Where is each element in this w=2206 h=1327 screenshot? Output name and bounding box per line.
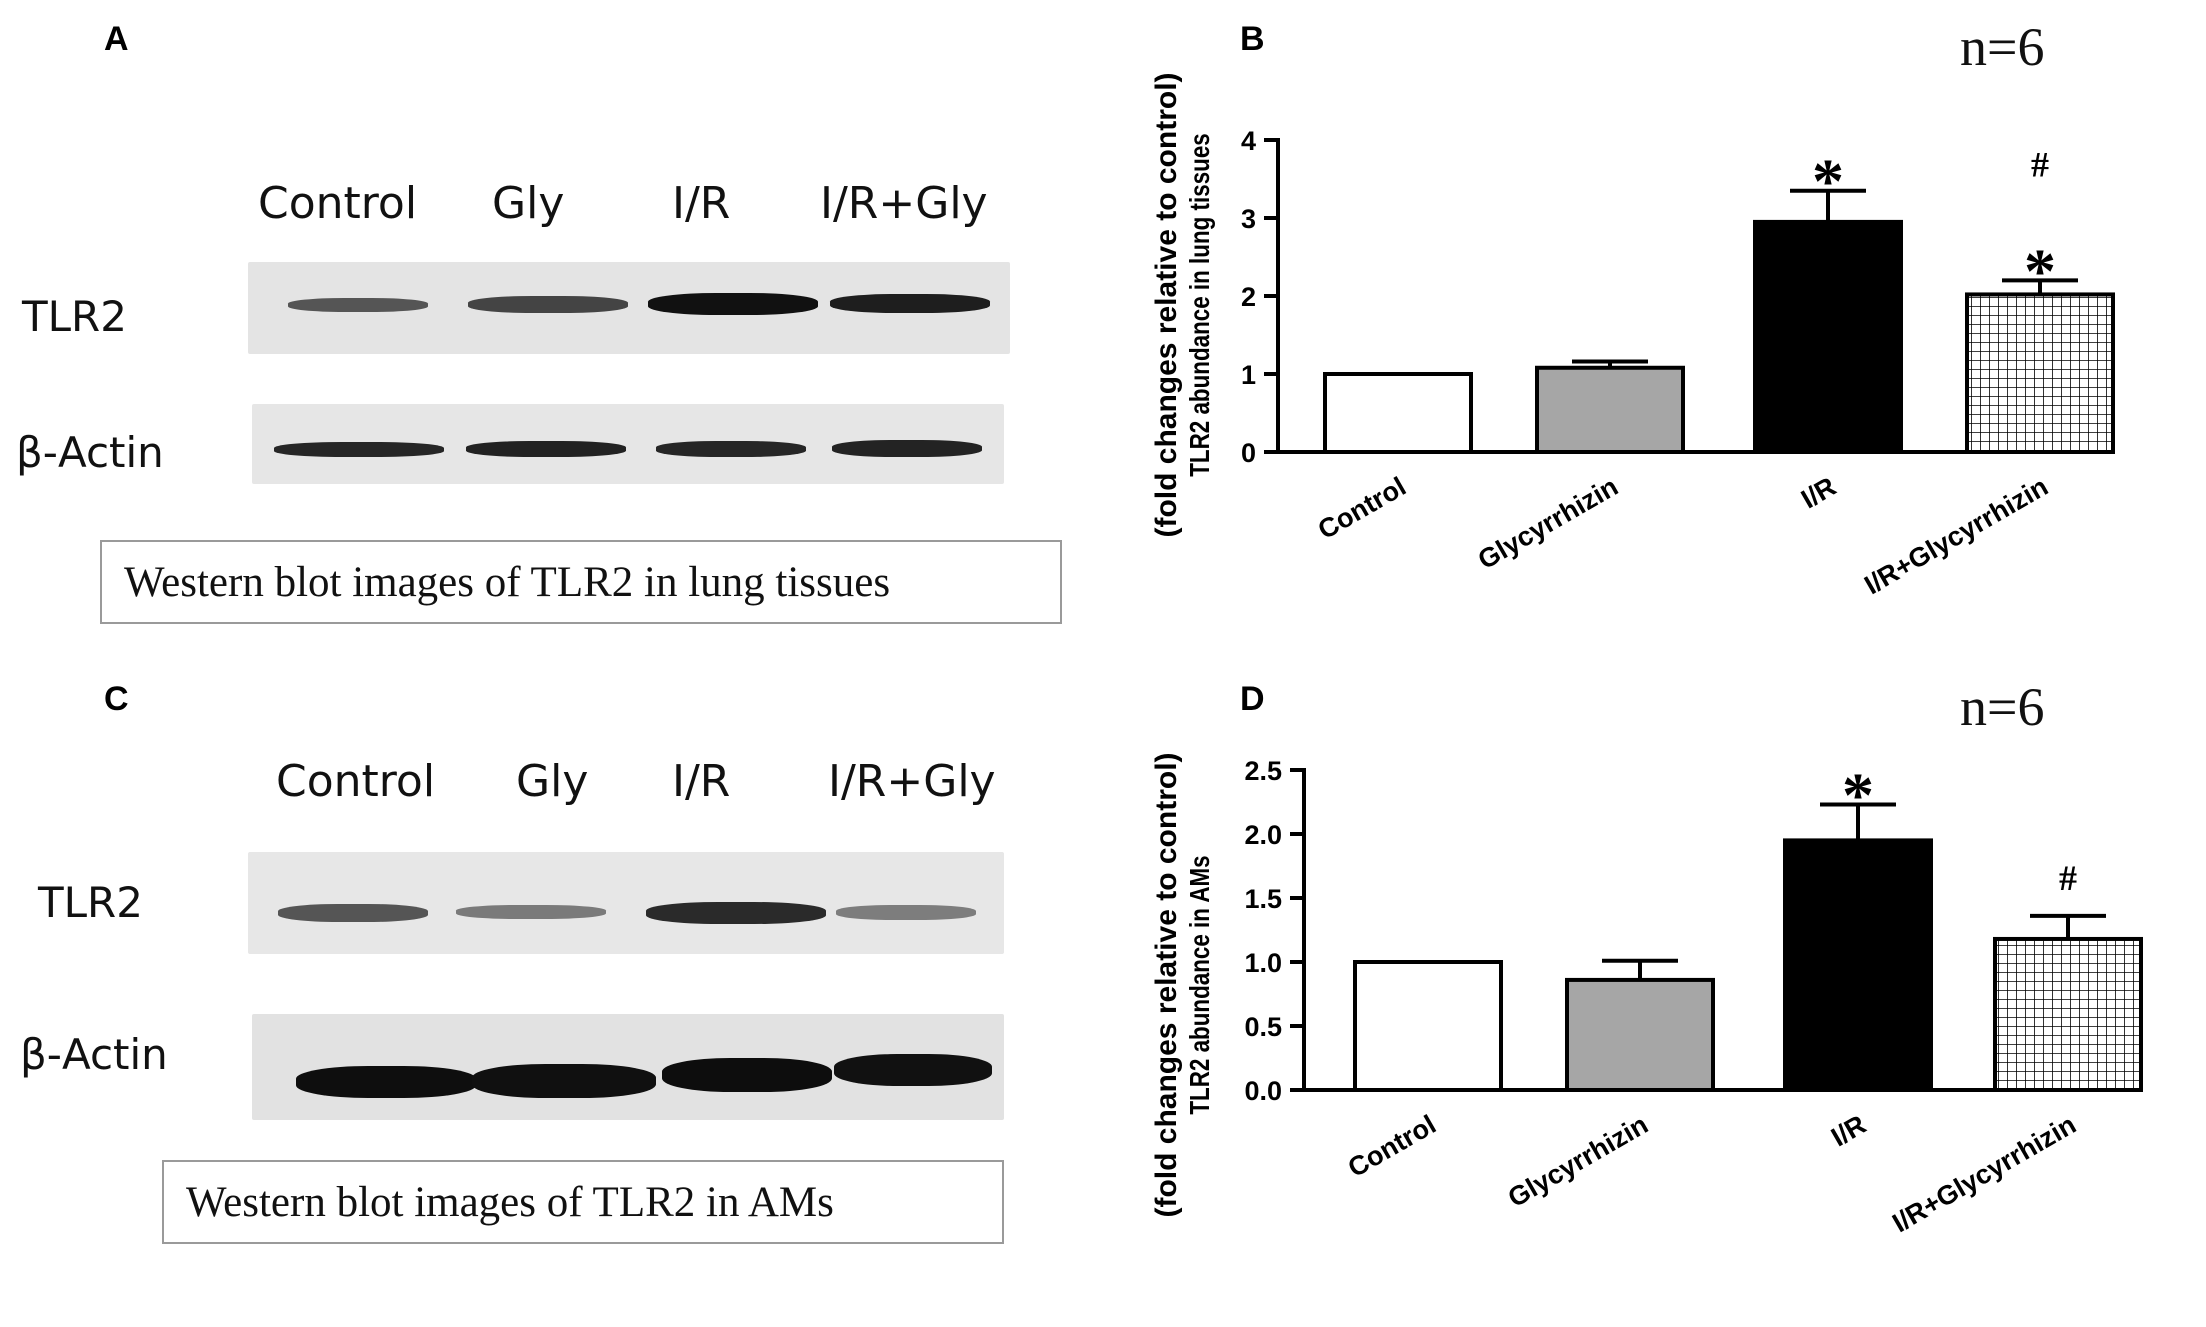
significance-mark: * [1842, 760, 1874, 831]
panel-c-actin-blot [252, 1014, 1004, 1120]
bar [1535, 365, 1685, 455]
y-tick-label: 2 [1241, 282, 1256, 312]
panel-a-caption-box: Western blot images of TLR2 in lung tiss… [100, 540, 1062, 624]
panel-c-row-actin: β-Actin [20, 1030, 168, 1079]
band [468, 296, 628, 313]
panel-d-n-label: n=6 [1960, 677, 2045, 737]
y-tick-label: 0 [1241, 438, 1256, 468]
band [456, 905, 606, 919]
panel-a-caption: Western blot images of TLR2 in lung tiss… [124, 559, 891, 606]
panel-a-letter: A [104, 20, 129, 58]
panel-a-lane-ir-gly: I/R+Gly [820, 178, 988, 229]
x-tick-label: I/R [1796, 471, 1841, 514]
band [662, 1058, 832, 1092]
band [830, 294, 990, 313]
band [834, 1054, 992, 1086]
y-tick-label: 2.0 [1244, 820, 1282, 850]
panel-c-lane-ir-gly: I/R+Gly [828, 756, 996, 807]
band [832, 440, 982, 457]
x-tick-label: Glycyrrhizin [1473, 471, 1623, 575]
panel-a-lane-control: Control [258, 178, 418, 229]
panel-a-row-tlr2: TLR2 [22, 292, 127, 341]
y-tick-label: 1 [1241, 360, 1256, 390]
bar [1993, 936, 2143, 1093]
x-tick-label: Glycyrrhizin [1503, 1109, 1653, 1213]
band [656, 441, 806, 457]
band [836, 905, 976, 920]
panel-c-row-tlr2: TLR2 [38, 878, 143, 927]
panel-a-actin-blot [252, 404, 1004, 484]
bar [1353, 960, 1503, 1092]
significance-mark: * [2024, 235, 2056, 306]
band [472, 1064, 656, 1098]
y-tick-label: 0.0 [1244, 1076, 1282, 1106]
chart-b: 0 1 2 3 4 Control Glycyrrhizin I/R I/R+Glycyrrhi… [1241, 126, 2115, 600]
bar [1783, 838, 1933, 1093]
band [646, 902, 826, 924]
band [648, 293, 818, 315]
x-tick-label: I/R+Glycyrrhizin [1859, 471, 2053, 600]
band [288, 298, 428, 312]
panel-b-letter: B [1240, 20, 1265, 58]
band [278, 904, 428, 922]
panel-a-lane-gly: Gly [492, 178, 565, 229]
band [466, 441, 626, 457]
y-tick-label: 1.5 [1244, 884, 1282, 914]
y-tick-label: 3 [1241, 204, 1256, 234]
panel-d-letter: D [1240, 680, 1265, 718]
x-tick-label: I/R [1826, 1109, 1871, 1152]
bar [1965, 292, 2115, 454]
x-tick-label: Control [1313, 471, 1411, 545]
significance-mark: # [2059, 858, 2077, 898]
x-tick-label: I/R+Glycyrrhizin [1887, 1109, 2081, 1238]
panel-c-lane-control: Control [276, 756, 436, 807]
band [296, 1066, 476, 1098]
bar [1565, 977, 1715, 1092]
significance-mark: * [1812, 146, 1844, 217]
chart-d: 0.0 0.5 1.0 1.5 2.0 2.5 Control Glycyrrhizin I/R… [1244, 756, 2143, 1238]
significance-mark: # [2031, 144, 2049, 184]
panel-c-lane-gly: Gly [516, 756, 589, 807]
panel-a-row-actin: β-Actin [16, 428, 164, 477]
bar [1753, 219, 1903, 454]
panel-a-lane-ir: I/R [672, 178, 731, 229]
bar [1323, 372, 1473, 454]
y-tick-label: 4 [1241, 126, 1256, 156]
panel-c-caption: Western blot images of TLR2 in AMs [186, 1179, 834, 1226]
y-tick-label: 1.0 [1244, 948, 1282, 978]
panel-c-letter: C [104, 680, 129, 718]
band [274, 442, 444, 457]
panel-b-n-label: n=6 [1960, 17, 2045, 77]
panel-c-tlr2-blot [248, 852, 1004, 954]
y-tick-label: 2.5 [1244, 756, 1282, 786]
x-tick-label: Control [1343, 1109, 1441, 1183]
panel-a-tlr2-blot [248, 262, 1010, 354]
panel-c-caption-box: Western blot images of TLR2 in AMs [162, 1160, 1004, 1244]
y-tick-label: 0.5 [1244, 1012, 1282, 1042]
panel-c-lane-ir: I/R [672, 756, 731, 807]
